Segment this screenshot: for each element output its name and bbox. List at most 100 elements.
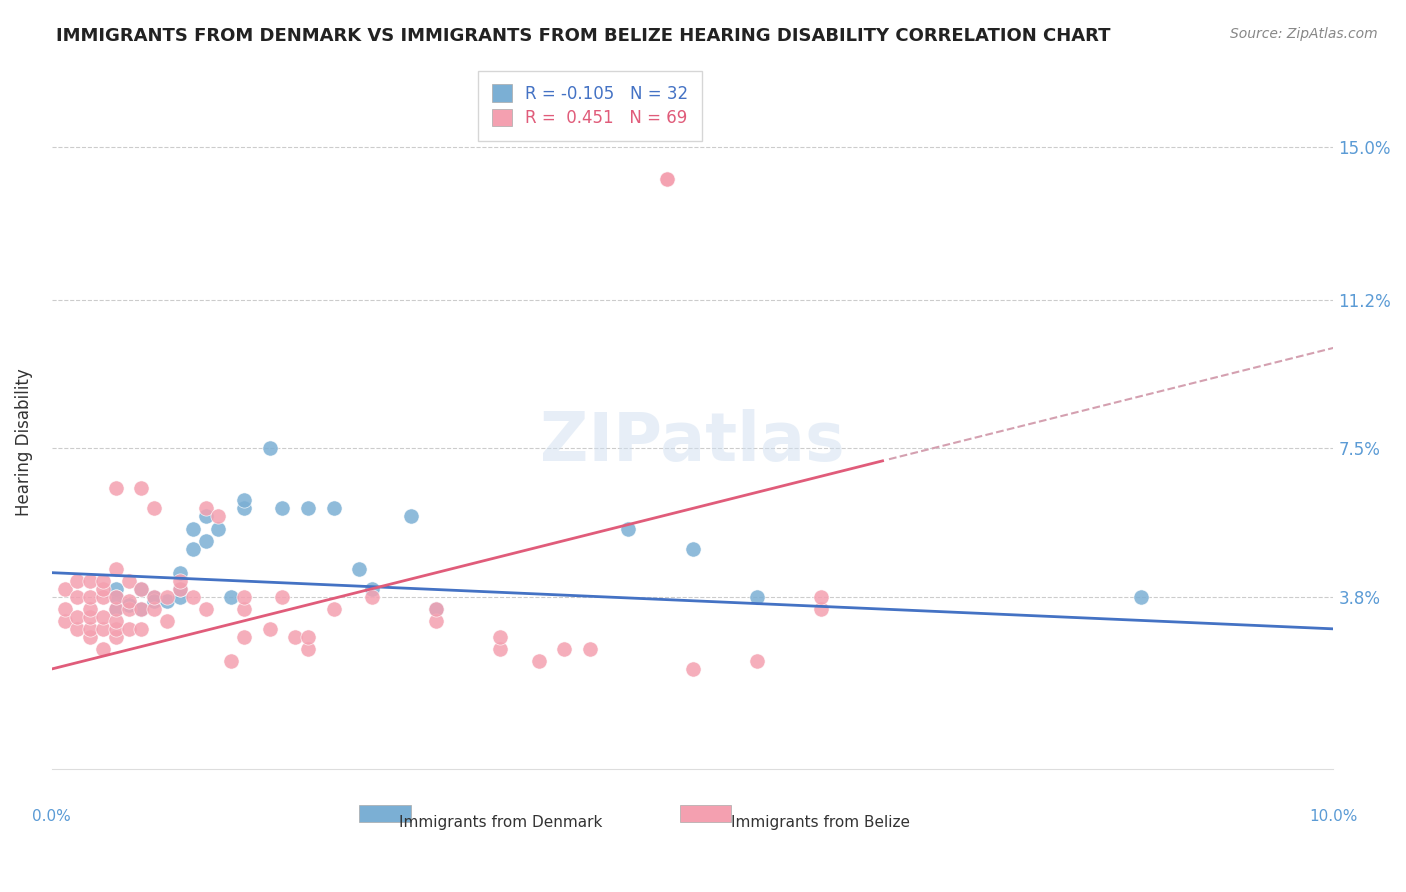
Point	[297, 630, 319, 644]
Point	[131, 582, 153, 596]
Point	[233, 601, 256, 615]
Point	[79, 609, 101, 624]
Point	[66, 622, 89, 636]
Point	[117, 622, 139, 636]
Point	[131, 482, 153, 496]
Point	[425, 614, 447, 628]
Point	[233, 501, 256, 516]
Point	[349, 562, 371, 576]
Point	[79, 622, 101, 636]
Point	[156, 590, 179, 604]
Point	[91, 574, 114, 588]
Point	[194, 601, 217, 615]
Point	[91, 641, 114, 656]
Point	[117, 593, 139, 607]
Legend: R = -0.105   N = 32, R =  0.451   N = 69: R = -0.105 N = 32, R = 0.451 N = 69	[478, 71, 702, 141]
Y-axis label: Hearing Disability: Hearing Disability	[15, 368, 32, 516]
Point	[104, 614, 127, 628]
Point	[361, 582, 384, 596]
Point	[219, 590, 242, 604]
Point	[79, 574, 101, 588]
Point	[745, 590, 768, 604]
Point	[219, 654, 242, 668]
Point	[169, 566, 191, 580]
Point	[104, 562, 127, 576]
Point	[181, 522, 204, 536]
Point	[655, 172, 678, 186]
Text: 10.0%: 10.0%	[1309, 809, 1358, 824]
Point	[91, 582, 114, 596]
Point	[655, 172, 678, 186]
Point	[553, 641, 575, 656]
Point	[104, 590, 127, 604]
Point	[425, 601, 447, 615]
Text: Immigrants from Belize: Immigrants from Belize	[731, 815, 910, 830]
Point	[322, 601, 344, 615]
Point	[104, 601, 127, 615]
Point	[259, 622, 281, 636]
Point	[194, 501, 217, 516]
Point	[131, 582, 153, 596]
Point	[117, 574, 139, 588]
Point	[131, 622, 153, 636]
Point	[810, 601, 832, 615]
Point	[53, 601, 76, 615]
Point	[91, 609, 114, 624]
Point	[131, 601, 153, 615]
Point	[322, 501, 344, 516]
Point	[131, 601, 153, 615]
Point	[194, 509, 217, 524]
Point	[156, 614, 179, 628]
FancyBboxPatch shape	[360, 805, 411, 822]
Point	[104, 482, 127, 496]
Point	[156, 593, 179, 607]
Point	[66, 574, 89, 588]
Point	[143, 601, 166, 615]
Point	[181, 541, 204, 556]
Point	[117, 601, 139, 615]
Point	[297, 501, 319, 516]
Point	[169, 582, 191, 596]
Point	[104, 601, 127, 615]
Point	[233, 590, 256, 604]
Point	[682, 662, 704, 676]
Point	[117, 598, 139, 612]
Text: Immigrants from Denmark: Immigrants from Denmark	[399, 815, 602, 830]
Point	[207, 509, 229, 524]
Point	[79, 630, 101, 644]
Point	[53, 614, 76, 628]
Point	[169, 582, 191, 596]
Point	[233, 493, 256, 508]
Point	[169, 590, 191, 604]
Text: ZIPatlas: ZIPatlas	[540, 409, 845, 475]
Point	[143, 590, 166, 604]
Point	[207, 522, 229, 536]
Point	[143, 593, 166, 607]
Point	[617, 522, 640, 536]
Point	[104, 582, 127, 596]
Point	[104, 622, 127, 636]
Point	[489, 641, 512, 656]
Point	[425, 601, 447, 615]
Point	[259, 442, 281, 456]
Point	[91, 622, 114, 636]
Text: IMMIGRANTS FROM DENMARK VS IMMIGRANTS FROM BELIZE HEARING DISABILITY CORRELATION: IMMIGRANTS FROM DENMARK VS IMMIGRANTS FR…	[56, 27, 1111, 45]
Point	[181, 590, 204, 604]
Point	[104, 630, 127, 644]
FancyBboxPatch shape	[679, 805, 731, 822]
Point	[271, 501, 294, 516]
Point	[527, 654, 550, 668]
Point	[682, 541, 704, 556]
Point	[1130, 590, 1153, 604]
Point	[297, 641, 319, 656]
Point	[66, 609, 89, 624]
Point	[810, 590, 832, 604]
Point	[143, 501, 166, 516]
Point	[489, 630, 512, 644]
Point	[79, 590, 101, 604]
Point	[91, 590, 114, 604]
Point	[169, 574, 191, 588]
Point	[194, 533, 217, 548]
Point	[284, 630, 307, 644]
Point	[79, 601, 101, 615]
